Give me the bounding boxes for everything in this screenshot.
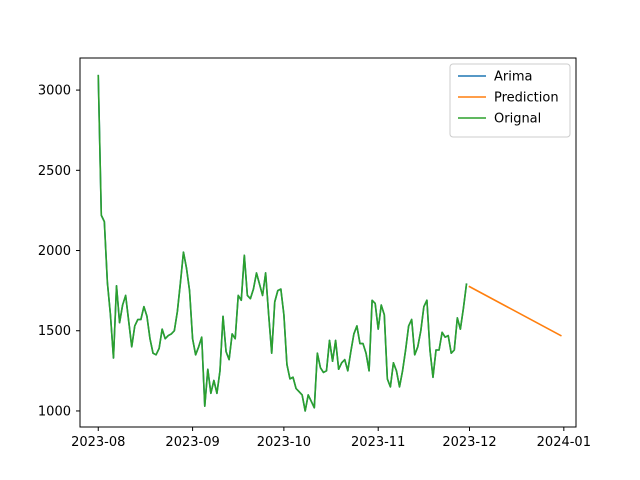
y-tick-label: 2000 xyxy=(38,244,71,259)
plot-frame xyxy=(79,57,577,428)
series-line-prediction xyxy=(468,285,562,337)
y-tick-label: 2500 xyxy=(38,164,71,179)
y-tick-label: 1000 xyxy=(38,404,71,419)
y-tick-label: 3000 xyxy=(38,84,71,99)
x-tick-label: 2023-08 xyxy=(71,435,125,450)
x-tick-label: 2023-09 xyxy=(165,435,219,450)
y-axis: 1000 1500 2000 2500 3000 xyxy=(38,84,80,419)
x-tick-label: 2024-01 xyxy=(537,435,591,450)
series-line-orignal xyxy=(97,74,468,412)
x-axis: 2023-08 2023-09 2023-10 2023-11 2023-12 2024-… xyxy=(71,427,591,450)
series-layer xyxy=(97,74,562,412)
x-tick-label: 2023-11 xyxy=(351,435,405,450)
legend: Arima Prediction Orignal xyxy=(449,63,571,138)
x-tick-label: 2023-10 xyxy=(257,435,311,450)
x-tick-label: 2023-12 xyxy=(442,435,496,450)
legend-label-orignal: Orignal xyxy=(494,112,541,127)
legend-label-arima: Arima xyxy=(494,70,532,85)
y-tick-label: 1500 xyxy=(38,324,71,339)
legend-label-prediction: Prediction xyxy=(494,91,559,106)
